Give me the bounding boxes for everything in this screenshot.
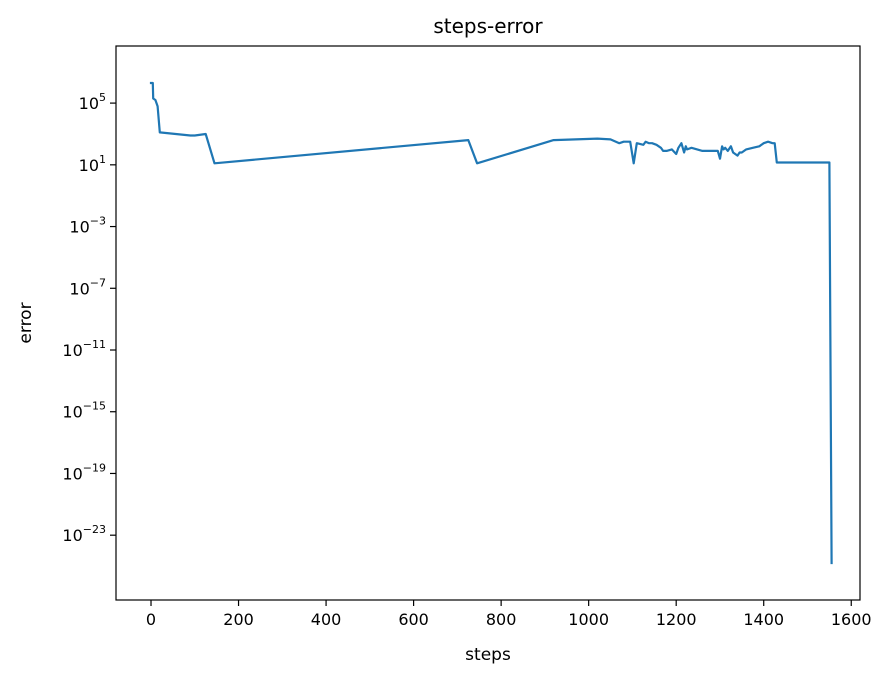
y-tick-label: 10−19 (62, 461, 106, 483)
x-tick-label: 0 (146, 610, 156, 629)
x-tick-label: 800 (486, 610, 517, 629)
x-tick-label: 1000 (568, 610, 609, 629)
x-tick-label: 400 (311, 610, 342, 629)
x-tick-label: 1200 (656, 610, 697, 629)
x-axis-label: steps (465, 645, 511, 665)
y-axis-label: error (16, 302, 36, 343)
x-tick-label: 200 (223, 610, 254, 629)
x-tick-label: 1600 (831, 610, 872, 629)
y-tick-label: 10−23 (62, 523, 106, 545)
plot-frame (115, 45, 861, 601)
series-line (149, 81, 833, 565)
chart-title: steps-error (433, 14, 543, 38)
plot-area: 0 200 400 600 800 1000 1200 1400 1600 105 101 10−3 1… (62, 81, 872, 629)
y-tick-label: 10−7 (69, 276, 106, 298)
y-tick-label: 10−11 (62, 338, 106, 360)
y-tick-label: 105 (79, 91, 106, 113)
y-tick-label: 10−15 (62, 400, 106, 422)
y-tick-label: 10−3 (69, 215, 106, 237)
x-tick-label: 1400 (743, 610, 784, 629)
x-tick-label: 600 (398, 610, 429, 629)
y-tick-label: 101 (79, 153, 106, 175)
